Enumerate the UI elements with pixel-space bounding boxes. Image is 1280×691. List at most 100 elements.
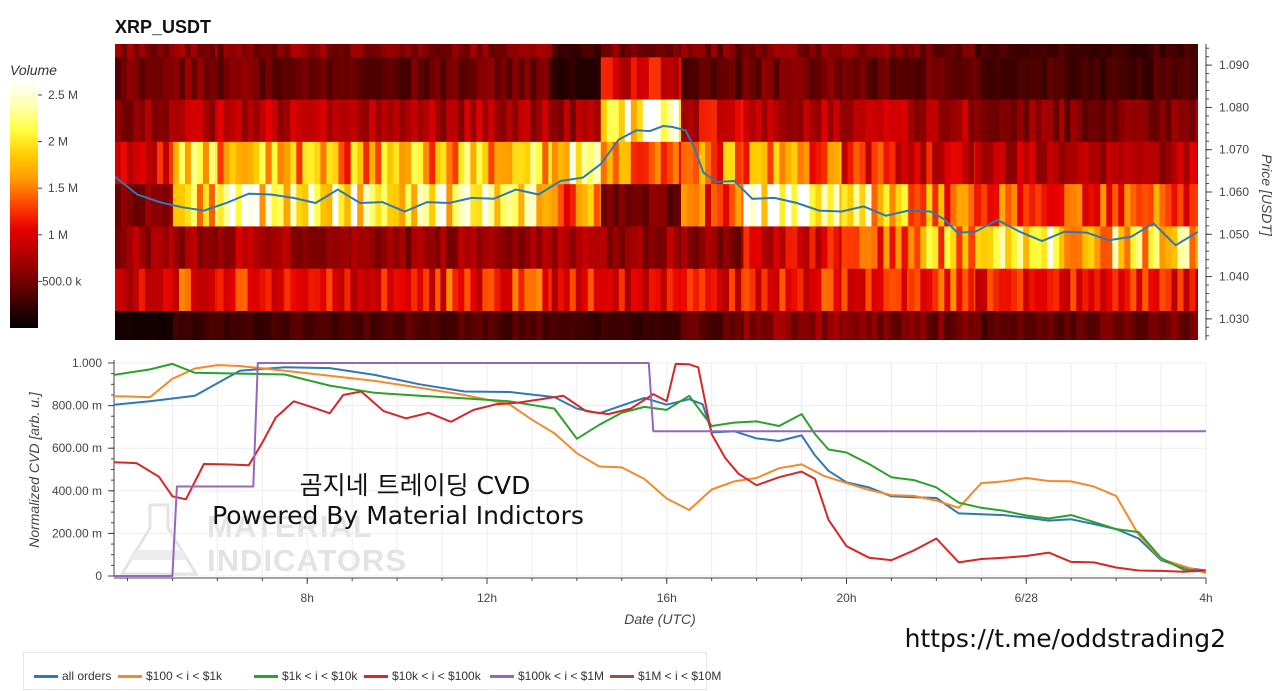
legend-item-label[interactable]: $1M < i < $10M xyxy=(638,669,722,683)
heatmap-cell xyxy=(1106,268,1113,311)
heatmap-cell xyxy=(877,310,885,340)
heatmap-cell xyxy=(1112,225,1119,269)
heatmap-cell xyxy=(962,268,969,311)
heatmap-cell xyxy=(563,56,571,100)
heatmap-cell xyxy=(1171,44,1179,58)
heatmap-cell xyxy=(944,268,951,311)
heatmap-cell xyxy=(1171,141,1179,185)
heatmap-cell xyxy=(907,98,909,142)
heatmap-cell xyxy=(938,44,945,58)
heatmap-cell xyxy=(229,183,237,227)
heatmap-cell xyxy=(393,141,400,185)
heatmap-cell xyxy=(314,310,321,340)
heatmap-cell xyxy=(974,141,976,185)
heatmap-cell xyxy=(247,183,255,227)
heatmap-cell xyxy=(277,98,285,142)
heatmap-cell xyxy=(548,225,553,269)
heatmap-cell xyxy=(308,268,315,311)
heatmap-cell xyxy=(369,183,376,227)
heatmap-cell xyxy=(717,98,724,142)
heatmap-cell xyxy=(1076,268,1083,311)
heatmap-cell xyxy=(999,183,1006,227)
price-tick-label: 1.050 xyxy=(1219,227,1249,241)
heatmap-cell xyxy=(320,98,327,142)
heatmap-cell xyxy=(612,44,620,58)
heatmap-cell xyxy=(151,56,158,100)
heatmap-cell xyxy=(417,56,424,100)
heatmap-cell xyxy=(1153,56,1161,100)
heatmap-cell xyxy=(1082,268,1089,311)
heatmap-cell xyxy=(1130,141,1137,185)
heatmap-cell xyxy=(1076,225,1083,269)
heatmap-cell xyxy=(399,44,406,58)
heatmap-cell xyxy=(599,268,602,311)
heatmap-cell xyxy=(599,98,602,142)
heatmap-cell xyxy=(914,310,921,340)
heatmap-cell xyxy=(184,141,192,185)
heatmap-cell xyxy=(1017,44,1024,58)
legend-item-label[interactable]: $100k < i < $1M xyxy=(518,669,605,683)
heatmap-cell xyxy=(593,56,601,100)
heatmap-cell xyxy=(363,98,370,142)
heatmap-cell xyxy=(865,141,873,185)
chart-title: XRP_USDT xyxy=(115,17,211,37)
legend-item-label[interactable]: $10k < i < $100k xyxy=(392,669,481,683)
heatmap-cell xyxy=(351,44,358,58)
legend-swatch[interactable] xyxy=(254,675,278,678)
heatmap-cell xyxy=(375,141,382,185)
heatmap-cell xyxy=(524,141,531,185)
heatmap-cell xyxy=(743,268,751,311)
heatmap-cell xyxy=(749,310,757,340)
heatmap-cell xyxy=(163,268,170,311)
heatmap-cell xyxy=(500,310,507,340)
heatmap-cell xyxy=(387,141,394,185)
heatmap-cell xyxy=(536,141,543,185)
heatmap-cell xyxy=(950,183,957,227)
heatmap-cell xyxy=(600,268,608,311)
heatmap-cell xyxy=(284,310,291,340)
heatmap-cell xyxy=(241,268,249,311)
heatmap-cell xyxy=(1076,183,1083,227)
cvd-series-line xyxy=(114,362,1206,573)
heatmap-cell xyxy=(1171,268,1179,311)
heatmap-cell xyxy=(1112,44,1119,58)
legend-swatch[interactable] xyxy=(34,675,58,678)
heatmap-cell xyxy=(1059,141,1065,185)
legend-item-label[interactable]: $1k < i < $10k xyxy=(282,669,358,683)
telegram-url[interactable]: https://t.me/oddstrading2 xyxy=(905,624,1226,652)
legend-swatch[interactable] xyxy=(364,675,388,678)
heatmap-cell xyxy=(833,183,841,227)
heatmap-cell xyxy=(551,225,559,269)
heatmap-cell xyxy=(821,44,829,58)
heatmap-cell xyxy=(654,141,662,185)
heatmap-cell xyxy=(429,225,436,269)
heatmap-cell xyxy=(606,268,614,311)
heatmap-cell xyxy=(1118,310,1125,340)
legend-swatch[interactable] xyxy=(118,675,142,678)
heatmap-cell xyxy=(271,225,279,269)
legend-swatch[interactable] xyxy=(610,675,634,678)
heatmap-cell xyxy=(169,98,174,142)
heatmap-cell xyxy=(338,310,345,340)
heatmap-cell xyxy=(749,56,757,100)
heatmap-cell xyxy=(847,98,855,142)
heatmap-cell xyxy=(636,98,644,142)
heatmap-cell xyxy=(932,141,939,185)
heatmap-cell xyxy=(1130,183,1137,227)
heatmap-cell xyxy=(350,183,352,227)
heatmap-cell xyxy=(387,44,394,58)
heatmap-cell xyxy=(452,44,459,58)
heatmap-cell xyxy=(773,141,781,185)
legend-item-label[interactable]: $100 < i < $1k xyxy=(146,669,223,683)
heatmap-cell xyxy=(494,268,501,311)
heatmap-cell xyxy=(172,310,180,340)
heatmap-cell xyxy=(326,98,333,142)
legend-item-label[interactable]: all orders xyxy=(62,669,112,683)
heatmap-cell xyxy=(593,183,601,227)
heatmap-cell xyxy=(575,98,583,142)
heatmap-cell xyxy=(907,44,909,58)
heatmap-cell xyxy=(399,98,406,142)
legend-swatch[interactable] xyxy=(490,675,514,678)
heatmap-cell xyxy=(654,225,662,269)
heatmap-cell xyxy=(381,98,388,142)
